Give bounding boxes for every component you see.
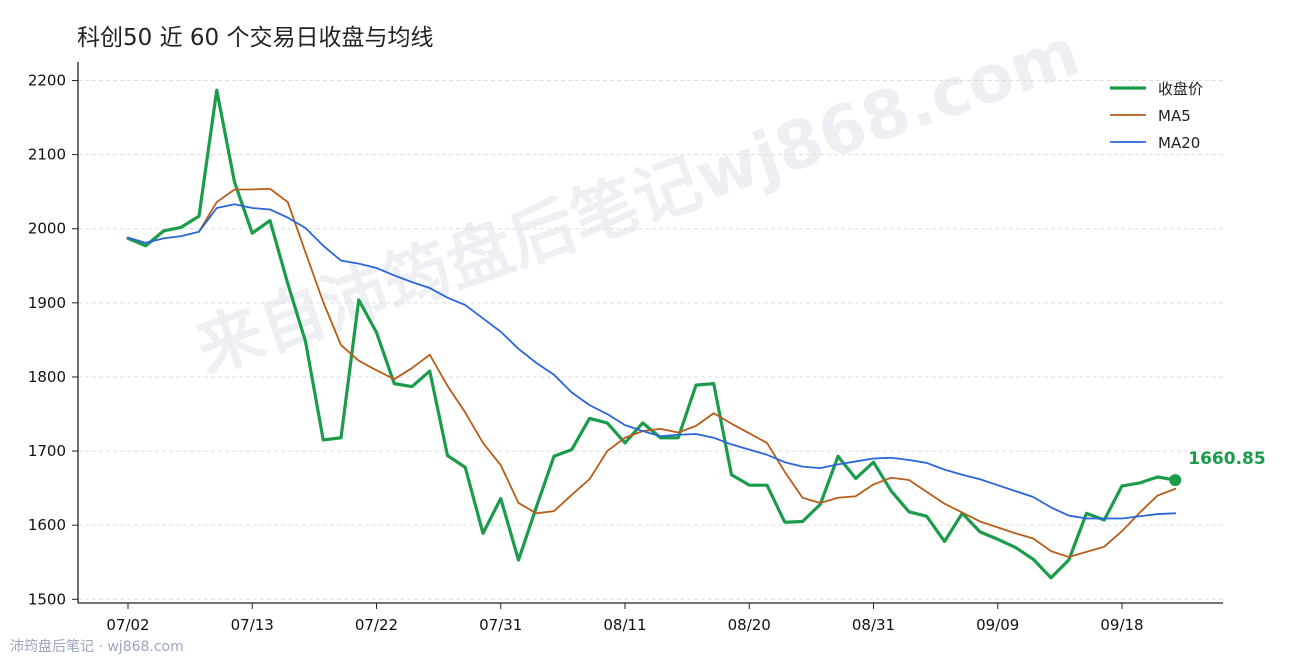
legend-label: 收盘价 [1158,80,1203,98]
last-point-marker [1169,474,1182,487]
x-tick-label: 08/20 [728,616,771,634]
y-tick-label: 1600 [28,516,66,534]
legend: 收盘价 MA5 MA20 [1110,80,1203,152]
footer-credit: 沛筠盘后笔记 · wj868.com [10,639,184,655]
x-tick-label: 09/09 [976,616,1019,634]
y-tick-label: 2000 [28,220,66,238]
x-tick-label: 07/13 [231,616,274,634]
x-tick-label: 09/18 [1100,616,1143,634]
y-tick-label: 2200 [28,72,66,90]
axes: 1500 1600 1700 1800 1900 2000 2100 2200 07/02 07/… [28,62,1223,634]
chart-title: 科创50 近 60 个交易日收盘与均线 [77,25,434,51]
y-tick-label: 2100 [28,146,66,164]
y-tick-label: 1700 [28,442,66,460]
ma20-line [127,203,1177,520]
y-tick-label: 1500 [28,590,66,608]
x-tick-label: 08/31 [852,616,895,634]
y-tick-label: 1800 [28,368,66,386]
x-tick-label: 07/02 [106,616,149,634]
x-tick-label: 07/31 [479,616,522,634]
last-value-label: 1660.85 [1188,449,1265,469]
legend-label: MA5 [1158,107,1191,125]
watermark: 来自沛筠盘后笔记wj868.com [187,13,1089,388]
ma5-line [198,187,1177,558]
grid-lines [78,80,1223,600]
watermark-text: 来自沛筠盘后笔记wj868.com [187,13,1089,388]
legend-label: MA20 [1158,134,1200,152]
y-tick-label: 1900 [28,294,66,312]
series-lines: 1660.85 [126,88,1266,580]
x-tick-label: 07/22 [355,616,398,634]
x-tick-label: 08/11 [603,616,646,634]
